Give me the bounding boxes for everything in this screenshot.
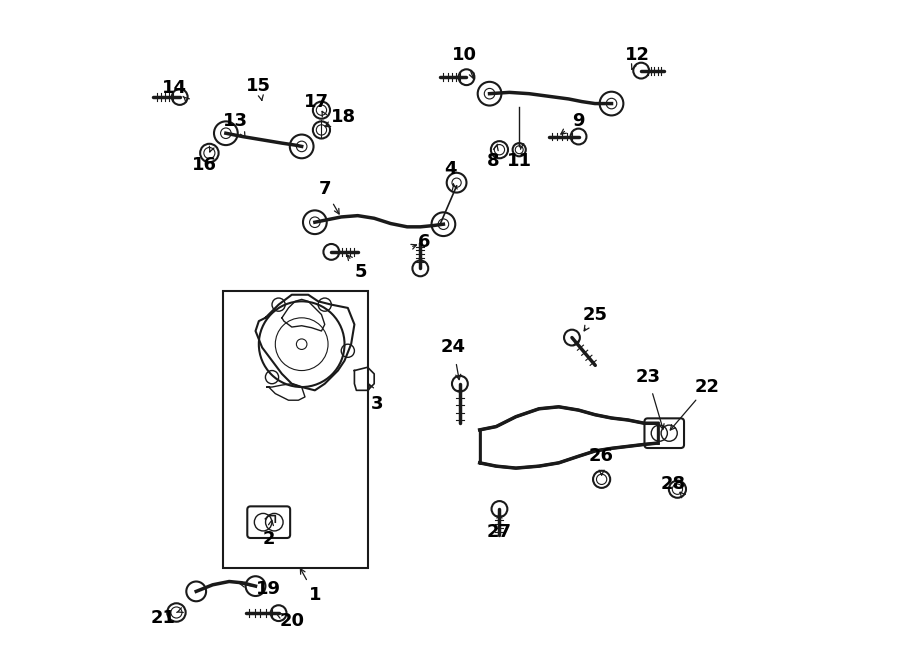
Text: 14: 14 [162, 79, 187, 97]
Text: 22: 22 [695, 378, 720, 396]
Text: 12: 12 [626, 46, 651, 64]
Text: 10: 10 [452, 46, 477, 64]
Text: 15: 15 [247, 77, 271, 95]
Text: 11: 11 [507, 152, 532, 170]
Text: 19: 19 [256, 581, 281, 598]
Text: 24: 24 [441, 338, 466, 356]
Text: 9: 9 [572, 113, 585, 130]
Text: 21: 21 [150, 609, 176, 627]
Text: 7: 7 [319, 180, 331, 198]
Text: 8: 8 [487, 152, 500, 170]
Text: 23: 23 [635, 368, 661, 386]
Text: 28: 28 [661, 475, 686, 493]
Text: 26: 26 [590, 448, 614, 465]
Text: 6: 6 [418, 233, 430, 251]
Text: 25: 25 [582, 306, 608, 324]
Text: 18: 18 [330, 108, 356, 126]
Text: 20: 20 [279, 612, 304, 630]
Text: 13: 13 [223, 113, 248, 130]
Text: 4: 4 [444, 160, 456, 179]
Text: 3: 3 [371, 395, 383, 412]
Text: 17: 17 [304, 93, 329, 111]
Text: 2: 2 [263, 530, 275, 547]
Text: 1: 1 [309, 586, 321, 604]
Text: 16: 16 [193, 156, 217, 174]
Text: 5: 5 [355, 263, 367, 281]
Text: 27: 27 [487, 523, 512, 541]
Polygon shape [480, 407, 658, 468]
